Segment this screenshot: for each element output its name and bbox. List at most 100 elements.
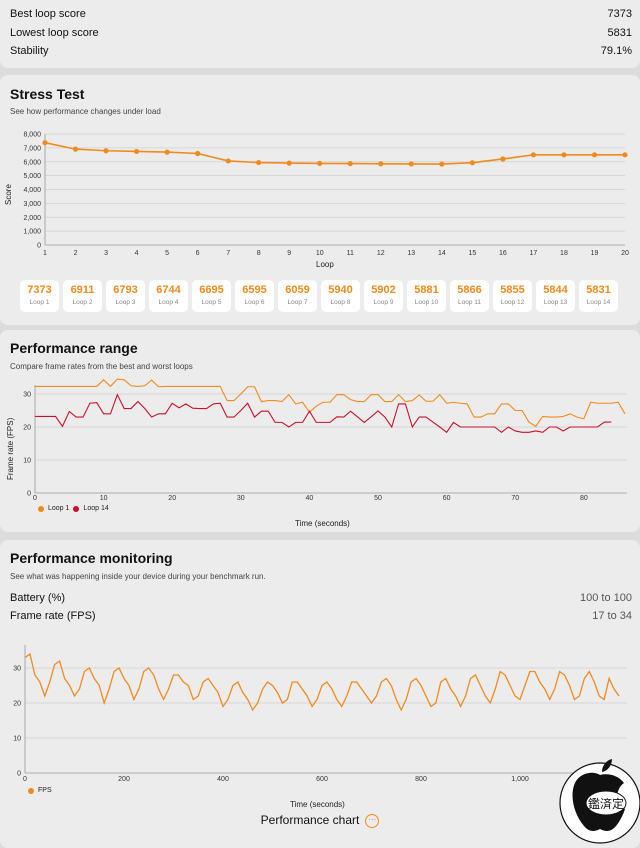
performance-range-subtitle: Compare frame rates from the best and wo… bbox=[10, 362, 193, 371]
score-point bbox=[72, 146, 79, 152]
x-tick-label: 3 bbox=[104, 250, 108, 257]
score-point bbox=[408, 161, 414, 167]
x-tick-label: 5 bbox=[165, 250, 169, 257]
loop-score-label: Loop 10 bbox=[414, 299, 439, 306]
score-point bbox=[591, 152, 598, 158]
loop-score-card: 5844 Loop 13 bbox=[536, 280, 575, 312]
loop-score-value: 6059 bbox=[285, 284, 310, 296]
x-tick-label: 9 bbox=[287, 250, 291, 257]
score-point bbox=[378, 161, 384, 167]
x-tick-label: 30 bbox=[237, 495, 245, 502]
loop-14-legend-label: Loop 14 bbox=[83, 505, 109, 512]
loop-score-label: Loop 12 bbox=[500, 299, 525, 306]
performance-monitoring-title: Performance monitoring bbox=[10, 550, 173, 566]
performance-chart-label: Performance chart bbox=[260, 813, 360, 827]
best-loop-score-row: Best loop score 7373 bbox=[10, 8, 632, 20]
score-point bbox=[317, 160, 323, 167]
stability-row: Stability 79.1% bbox=[10, 45, 632, 57]
x-tick-label: 60 bbox=[443, 495, 451, 502]
x-tick-label: 40 bbox=[306, 495, 314, 502]
performance-chart-button[interactable]: Performance chart ⋯ bbox=[0, 813, 640, 828]
loop-score-label: Loop 1 bbox=[29, 299, 50, 306]
loop-score-value: 5844 bbox=[543, 284, 568, 296]
fps-legend-dot bbox=[28, 788, 34, 794]
score-point bbox=[164, 149, 170, 155]
best-loop-score-label: Best loop score bbox=[10, 8, 86, 20]
loop-score-label: Loop 6 bbox=[244, 299, 265, 306]
loop-score-value: 5866 bbox=[457, 284, 482, 296]
stress-test-subtitle: See how performance changes under load bbox=[10, 107, 161, 116]
loop-score-label: Loop 3 bbox=[115, 299, 136, 306]
x-tick-label: 6 bbox=[196, 250, 200, 257]
monitoring-time-axis-title: Time (seconds) bbox=[290, 800, 345, 809]
stress-test-title: Stress Test bbox=[10, 86, 85, 102]
y-tick-label: 20 bbox=[23, 425, 31, 432]
score-point bbox=[195, 150, 201, 157]
y-tick-label: 7,000 bbox=[23, 145, 41, 152]
score-point bbox=[439, 161, 445, 167]
score-point bbox=[500, 156, 506, 162]
loop-14-line bbox=[35, 393, 612, 434]
loop-score-value: 5902 bbox=[371, 284, 396, 296]
loop-score-card: 5902 Loop 9 bbox=[364, 280, 403, 312]
score-point bbox=[286, 160, 292, 166]
score-point bbox=[622, 152, 628, 158]
loop-score-value: 5881 bbox=[414, 284, 439, 296]
score-point bbox=[347, 161, 353, 167]
y-tick-label: 10 bbox=[13, 736, 21, 743]
loop-score-card: 6793 Loop 3 bbox=[106, 280, 145, 312]
x-tick-label: 1,000 bbox=[511, 776, 529, 783]
battery-label: Battery (%) bbox=[10, 592, 66, 604]
loop-score-card: 6595 Loop 6 bbox=[235, 280, 274, 312]
score-point bbox=[469, 160, 475, 166]
loop-score-card: 5831 Loop 14 bbox=[579, 280, 618, 312]
lowest-loop-score-row: Lowest loop score 5831 bbox=[10, 27, 632, 39]
loop-1-legend-dot bbox=[38, 506, 44, 512]
x-tick-label: 0 bbox=[23, 776, 27, 783]
loop-1-legend-label: Loop 1 bbox=[48, 505, 70, 512]
loop-score-value: 5940 bbox=[328, 284, 353, 296]
x-tick-label: 14 bbox=[438, 250, 446, 257]
loop-score-value: 5831 bbox=[586, 284, 611, 296]
x-tick-label: 8 bbox=[257, 250, 261, 257]
y-tick-label: 20 bbox=[13, 701, 21, 708]
loop-score-card: 5940 Loop 8 bbox=[321, 280, 360, 312]
summary-card: Best loop score 7373 Lowest loop score 583… bbox=[0, 0, 640, 68]
x-tick-label: 17 bbox=[530, 250, 538, 257]
performance-monitoring-card bbox=[0, 540, 640, 848]
loop-score-value: 6695 bbox=[199, 284, 224, 296]
range-legend: Loop 1 Loop 14 bbox=[38, 505, 109, 513]
x-tick-label: 13 bbox=[407, 250, 415, 257]
fps-legend: FPS bbox=[28, 787, 52, 795]
score-point bbox=[103, 148, 109, 154]
loop-score-label: Loop 2 bbox=[72, 299, 93, 306]
score-point bbox=[256, 159, 262, 166]
y-tick-label: 1,000 bbox=[23, 229, 41, 236]
score-point bbox=[225, 158, 231, 164]
loop-score-label: Loop 9 bbox=[373, 299, 394, 306]
loop-score-label: Loop 13 bbox=[543, 299, 568, 306]
x-tick-label: 16 bbox=[499, 250, 507, 257]
x-tick-label: 11 bbox=[347, 250, 354, 257]
x-tick-label: 18 bbox=[560, 250, 568, 257]
y-tick-label: 0 bbox=[37, 243, 41, 250]
loop-score-value: 6744 bbox=[156, 284, 181, 296]
loop-score-value: 6911 bbox=[70, 284, 95, 296]
x-tick-label: 800 bbox=[415, 776, 427, 783]
loop-score-card: 6695 Loop 5 bbox=[192, 280, 231, 312]
loop-score-value: 6595 bbox=[242, 284, 267, 296]
x-tick-label: 600 bbox=[316, 776, 328, 783]
x-tick-label: 7 bbox=[226, 250, 230, 257]
performance-monitoring-subtitle: See what was happening inside your devic… bbox=[10, 572, 266, 581]
loop-score-list: 7373 Loop 1 6911 Loop 2 6793 Loop 3 6744 Loop 4… bbox=[20, 280, 618, 312]
loop-score-value: 5855 bbox=[500, 284, 525, 296]
x-tick-label: 20 bbox=[621, 250, 629, 257]
y-tick-label: 4,000 bbox=[23, 187, 41, 194]
x-tick-label: 15 bbox=[468, 250, 476, 257]
x-tick-label: 70 bbox=[511, 495, 519, 502]
x-tick-label: 12 bbox=[377, 250, 385, 257]
x-tick-label: 50 bbox=[374, 495, 382, 502]
